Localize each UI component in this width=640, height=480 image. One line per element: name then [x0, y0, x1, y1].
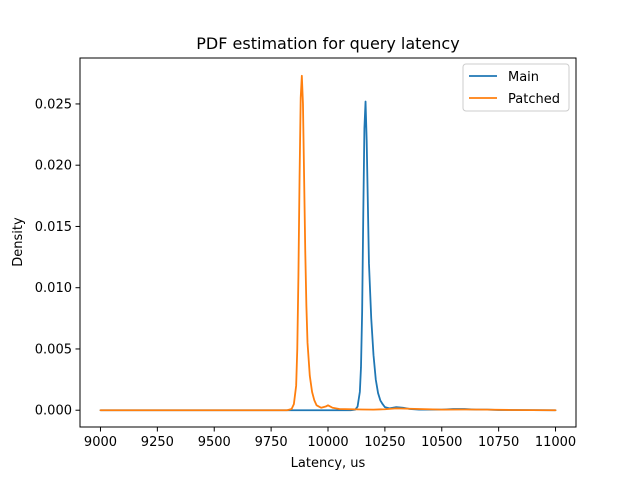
- x-tick-label: 9250: [141, 435, 174, 450]
- x-tick-label: 9000: [84, 435, 117, 450]
- y-axis-ticks: 0.000 0.005 0.010 0.015 0.020 0.025: [35, 97, 80, 419]
- y-tick-label: 0.020: [35, 159, 72, 174]
- legend-label-patched: Patched: [508, 92, 560, 107]
- x-tick-label: 10500: [421, 435, 462, 450]
- chart-title: PDF estimation for query latency: [196, 34, 459, 53]
- x-tick-label: 10000: [307, 435, 348, 450]
- x-tick-label: 10250: [364, 435, 405, 450]
- x-tick-label: 10750: [478, 435, 519, 450]
- y-axis-label: Density: [11, 217, 26, 267]
- x-tick-label: 9500: [198, 435, 231, 450]
- x-tick-label: 9750: [255, 435, 288, 450]
- y-tick-label: 0.000: [35, 404, 72, 419]
- y-tick-label: 0.005: [35, 342, 72, 357]
- x-tick-label: 11000: [535, 435, 576, 450]
- series-line-patched: [99, 74, 557, 412]
- legend-label-main: Main: [508, 70, 539, 85]
- series-lines: [99, 74, 557, 412]
- legend: Main Patched: [462, 63, 570, 112]
- x-axis-label: Latency, us: [291, 456, 366, 471]
- x-axis-ticks: 9000 9250 9500 9750 10000 10250 10500 10750 1100…: [84, 427, 576, 450]
- y-tick-label: 0.010: [35, 281, 72, 296]
- y-tick-label: 0.025: [35, 97, 72, 112]
- y-tick-label: 0.015: [35, 220, 72, 235]
